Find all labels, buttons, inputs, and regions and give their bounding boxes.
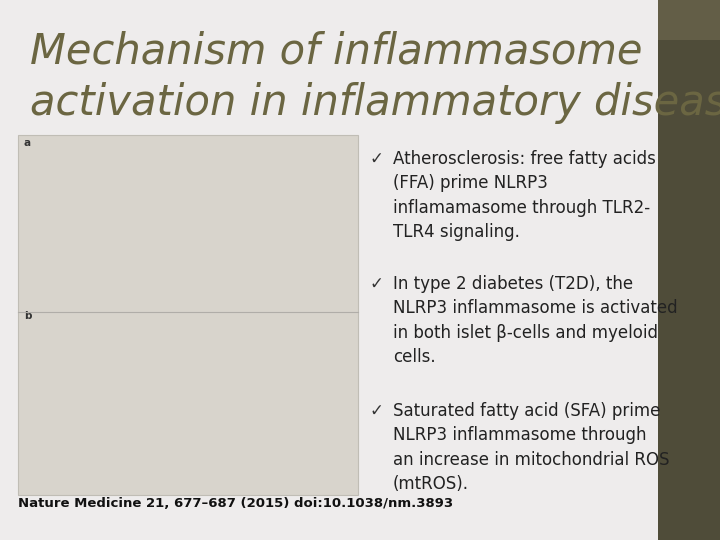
FancyBboxPatch shape <box>658 40 720 110</box>
Text: ✓: ✓ <box>370 402 384 420</box>
Text: ✓: ✓ <box>370 275 384 293</box>
FancyBboxPatch shape <box>18 135 358 495</box>
FancyBboxPatch shape <box>658 40 720 540</box>
Text: a: a <box>24 138 31 148</box>
Text: Atherosclerosis: free fatty acids
(FFA) prime NLRP3
inflamamasome through TLR2-
: Atherosclerosis: free fatty acids (FFA) … <box>393 150 656 241</box>
Text: Nature Medicine 21, 677–687 (2015) doi:10.1038/nm.3893: Nature Medicine 21, 677–687 (2015) doi:1… <box>18 497 453 510</box>
Text: Mechanism of inflammasome
activation in inflammatory disease: Mechanism of inflammasome activation in … <box>30 30 720 124</box>
FancyBboxPatch shape <box>658 0 720 110</box>
Text: b: b <box>24 311 32 321</box>
Text: ✓: ✓ <box>370 150 384 168</box>
Text: Saturated fatty acid (SFA) prime
NLRP3 inflammasome through
an increase in mitoc: Saturated fatty acid (SFA) prime NLRP3 i… <box>393 402 670 493</box>
Text: In type 2 diabetes (T2D), the
NLRP3 inflammasome is activated
in both islet β-ce: In type 2 diabetes (T2D), the NLRP3 infl… <box>393 275 678 366</box>
